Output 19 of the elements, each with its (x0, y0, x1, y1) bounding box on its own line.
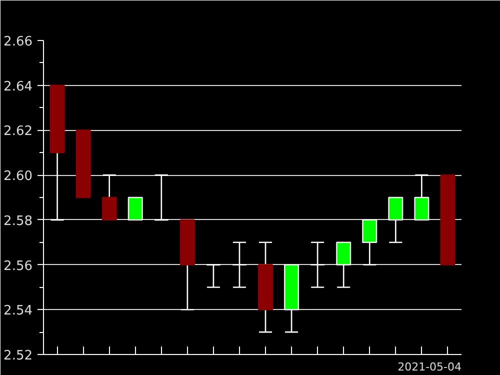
candlestick (414, 174, 430, 221)
candlestick (336, 242, 352, 288)
candlestick (362, 219, 378, 266)
x-axis-title: 2021-05-04 (398, 360, 462, 374)
y-tick-label: 2.56 (4, 258, 33, 274)
y-tick-label: 2.58 (4, 214, 33, 229)
y-tick-label: 2.64 (4, 79, 33, 94)
y-tick-label: 2.60 (4, 169, 33, 184)
y-tick-label: 2.62 (4, 124, 33, 140)
candlestick (232, 242, 247, 288)
y-tick-label: 2.54 (4, 304, 33, 319)
candlestick (102, 174, 117, 221)
candlestick (310, 242, 326, 288)
y-tick-label: 2.52 (4, 348, 33, 364)
candlestick (388, 196, 404, 244)
candlestick (154, 174, 169, 221)
candlestick (206, 264, 221, 288)
candlestick (128, 196, 143, 221)
y-tick-label: 2.66 (4, 34, 33, 50)
